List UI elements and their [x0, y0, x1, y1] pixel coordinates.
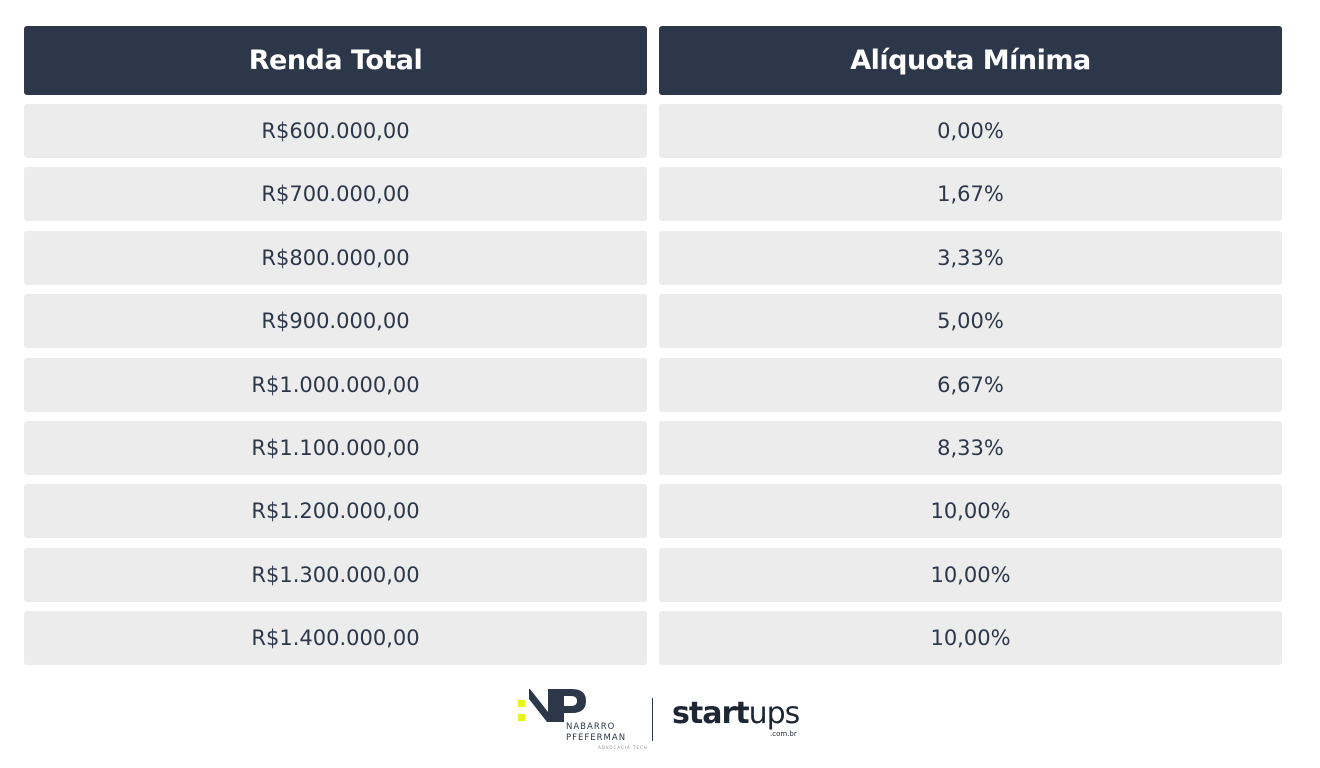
startups-logo: startups: [672, 696, 801, 731]
renda-cell: R$800.000,00: [24, 230, 647, 285]
logo-divider: [652, 698, 653, 741]
renda-cell: R$700.000,00: [24, 167, 647, 222]
startups-logo-domain: .com.br: [770, 730, 797, 738]
aliquota-cell: 3,33%: [659, 230, 1282, 285]
table-row: R$600.000,00 0,00%: [24, 104, 1282, 158]
income-tax-table: Renda Total Alíquota Mínima R$600.000,00…: [24, 26, 1282, 666]
table-row: R$1.300.000,00 10,00%: [24, 547, 1282, 602]
footer-logos: NABARRO PFEFERMAN ADVOCACIA TECH startup…: [518, 686, 808, 752]
renda-cell: R$1.300.000,00: [24, 547, 647, 602]
table-row: R$800.000,00 3,33%: [24, 230, 1282, 285]
aliquota-cell: 0,00%: [659, 104, 1282, 158]
table-row: R$900.000,00 5,00%: [24, 294, 1282, 349]
renda-cell: R$900.000,00: [24, 294, 647, 349]
aliquota-cell: 10,00%: [659, 484, 1282, 539]
np-logo-line1: NABARRO: [566, 722, 616, 732]
header-aliquota-minima: Alíquota Mínima: [659, 26, 1282, 95]
header-renda-total: Renda Total: [24, 26, 647, 95]
aliquota-cell: 10,00%: [659, 547, 1282, 602]
table-row: R$1.000.000,00 6,67%: [24, 357, 1282, 412]
np-logo-wordmark: NABARRO PFEFERMAN: [566, 722, 626, 744]
renda-cell: R$600.000,00: [24, 104, 647, 158]
table-body: R$600.000,00 0,00% R$700.000,00 1,67% R$…: [24, 104, 1282, 666]
np-monogram-icon: [518, 689, 586, 722]
startups-logo-bold: start: [672, 696, 750, 731]
renda-cell: R$1.400.000,00: [24, 611, 647, 666]
aliquota-cell: 8,33%: [659, 420, 1282, 475]
np-logo-tagline: ADVOCACIA TECH: [598, 745, 648, 750]
aliquota-cell: 6,67%: [659, 357, 1282, 412]
aliquota-cell: 10,00%: [659, 611, 1282, 666]
aliquota-cell: 1,67%: [659, 167, 1282, 222]
renda-cell: R$1.200.000,00: [24, 484, 647, 539]
table-row: R$1.200.000,00 10,00%: [24, 484, 1282, 539]
np-logo-line2: PFEFERMAN: [566, 733, 627, 743]
renda-cell: R$1.100.000,00: [24, 420, 647, 475]
table-row: R$1.100.000,00 8,33%: [24, 420, 1282, 475]
aliquota-cell: 5,00%: [659, 294, 1282, 349]
table-row: R$700.000,00 1,67%: [24, 167, 1282, 222]
startups-logo-light: ups: [748, 696, 801, 731]
renda-cell: R$1.000.000,00: [24, 357, 647, 412]
table-row: R$1.400.000,00 10,00%: [24, 611, 1282, 666]
table-header: Renda Total Alíquota Mínima: [24, 26, 1282, 95]
